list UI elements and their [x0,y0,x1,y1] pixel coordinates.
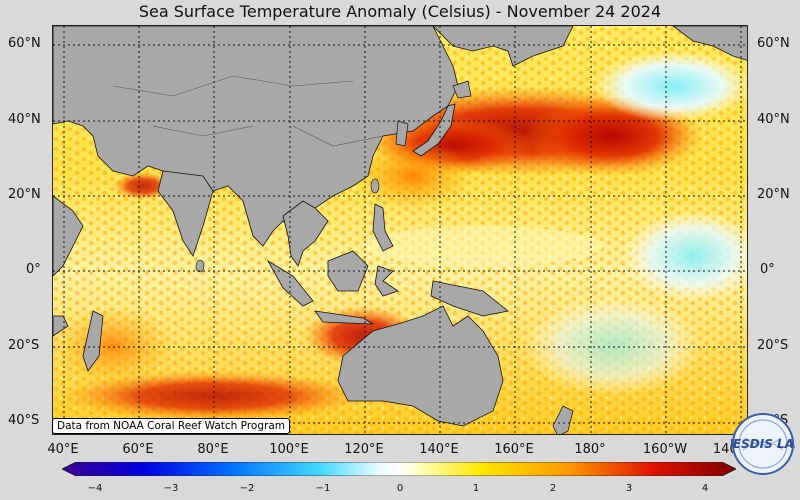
land-eurasia [53,26,459,247]
lat-label-0: 0° [26,262,41,277]
data-credit: Data from NOAA Coral Reef Watch Program [52,418,290,434]
lat-label-right-60n: 60°N [757,36,790,51]
colorbar-tick: 4 [701,483,709,494]
map-title: Sea Surface Temperature Anomaly (Celsius… [138,2,662,21]
logo-text: NESDIS LAB [731,437,795,451]
lat-label-20n: 20°N [8,187,41,202]
lat-label-right-40n: 40°N [757,112,790,127]
lat-label-40s: 40°S [8,413,40,428]
colorbar-tick: 3 [625,483,633,494]
lat-label-40n: 40°N [8,112,41,127]
lon-label-180: 180° [574,442,606,457]
sst-anomaly-map [52,25,748,435]
colorbar [62,462,736,476]
nesdis-logo-icon: NESDIS LAB [731,413,795,475]
lon-label-80e: 80°E [197,442,229,457]
lon-label-40e: 40°E [47,442,79,457]
lat-label-20s: 20°S [8,338,40,353]
lon-label-140e: 140°E [419,442,459,457]
lon-label-120e: 120°E [344,442,384,457]
colorbar-tick: −2 [239,483,255,494]
lon-label-160w: 160°W [642,442,688,457]
map-svg [53,26,747,434]
lon-label-100e: 100°E [269,442,309,457]
land-australia [337,305,504,427]
colorbar-tick: −1 [315,483,331,494]
lon-label-160e: 160°E [494,442,534,457]
lat-label-right-0: 0° [760,262,775,277]
graticule [53,26,747,434]
lat-label-60n: 60°N [8,36,41,51]
lat-label-right-20n: 20°N [757,187,790,202]
lat-label-right-20s: 20°S [757,338,789,353]
colorbar-tick: 2 [549,483,557,494]
lon-label-60e: 60°E [122,442,154,457]
colorbar-tick: 0 [396,483,404,494]
colorbar-tick: −4 [87,483,103,494]
colorbar-tick: −3 [163,483,179,494]
colorbar-tick: 1 [472,483,480,494]
